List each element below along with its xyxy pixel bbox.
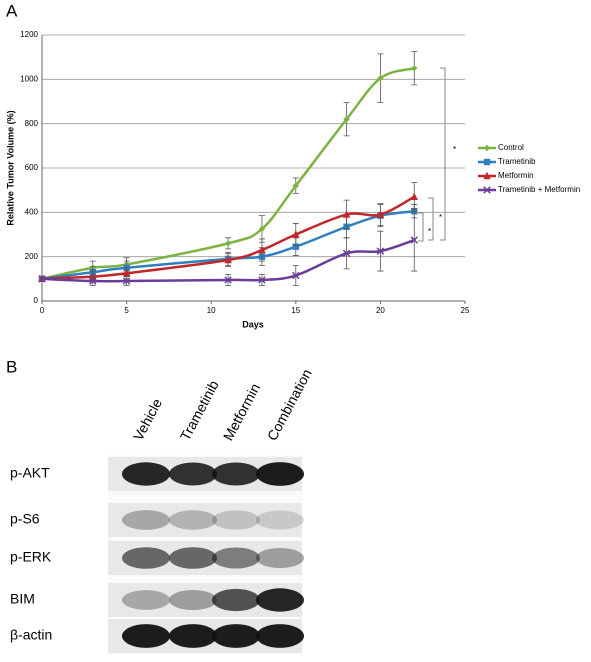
marker (483, 158, 491, 166)
blot-band (122, 624, 170, 648)
annotation: * (428, 227, 431, 236)
marker (343, 116, 350, 123)
blot-band (256, 547, 304, 569)
x-tick-label: 25 (461, 306, 470, 315)
marker (410, 192, 418, 201)
marker (292, 271, 300, 280)
blot-band (122, 462, 170, 486)
marker (483, 186, 491, 194)
marker (292, 230, 300, 238)
y-tick-label: 0 (34, 296, 39, 305)
marker (483, 144, 491, 152)
y-tick-label: 400 (25, 207, 39, 216)
blot-column-label: Combination (264, 366, 315, 443)
x-tick-label: 20 (376, 306, 385, 315)
marker (376, 210, 385, 218)
x-tick-label: 10 (207, 306, 216, 315)
marker (122, 269, 131, 277)
legend-label: Control (498, 143, 524, 152)
panel-label: A (6, 1, 18, 20)
x-tick-label: 15 (291, 306, 300, 315)
x-axis-title: Days (242, 319, 264, 329)
x-tick-label: 5 (124, 306, 129, 315)
blot-band (122, 510, 170, 530)
y-tick-label: 800 (25, 119, 39, 128)
marker (377, 75, 384, 82)
marker (342, 249, 351, 258)
blot-band (256, 624, 304, 648)
blot-band (212, 462, 260, 486)
annotation: * (453, 145, 456, 154)
blot-strip (108, 503, 302, 537)
marker (410, 236, 418, 244)
blot-band (212, 588, 260, 612)
blot-row-label: p-S6 (10, 511, 40, 527)
blot-band (212, 510, 260, 530)
blot-row-label: p-AKT (10, 465, 50, 481)
blot-band (169, 624, 217, 648)
marker (122, 277, 131, 285)
bracket (428, 197, 434, 241)
blot-column-label: Vehicle (130, 396, 165, 444)
marker (224, 255, 232, 264)
blot-row-label: β-actin (10, 627, 52, 643)
blot-band (212, 624, 260, 648)
bracket (440, 67, 446, 241)
blot-band (122, 547, 170, 569)
blot-band (256, 462, 304, 486)
y-tick-label: 1000 (20, 74, 38, 83)
blot-band (256, 510, 304, 530)
blot-row-label: p-ERK (10, 549, 52, 565)
x-tick-label: 0 (40, 306, 45, 315)
legend-label: Metformin (498, 171, 534, 180)
blot-band (169, 589, 217, 611)
panel-label: B (6, 357, 17, 376)
series-line (41, 238, 415, 283)
bracket (418, 212, 424, 242)
blot-band (212, 547, 260, 569)
marker (89, 272, 97, 280)
blot-band (169, 547, 217, 569)
blot-band (169, 510, 217, 530)
blot-row-label: BIM (10, 591, 35, 607)
marker (89, 277, 97, 285)
marker (258, 245, 266, 254)
blot-column-label: Trametinib (177, 378, 222, 444)
y-tick-label: 1200 (20, 30, 38, 39)
marker (376, 247, 385, 255)
y-axis-title: Relative Tumor Volume (%) (5, 110, 15, 225)
marker (258, 276, 266, 284)
marker (38, 275, 46, 283)
marker (411, 65, 418, 72)
marker (292, 182, 299, 189)
marker (258, 225, 266, 233)
marker (224, 276, 232, 284)
marker (342, 210, 351, 218)
marker (292, 243, 299, 250)
y-tick-label: 600 (25, 163, 39, 172)
annotation: * (439, 213, 442, 222)
legend-label: Trametinib + Metformin (498, 185, 580, 194)
marker (224, 240, 232, 247)
y-tick-label: 200 (25, 252, 39, 261)
blot-band (169, 462, 217, 486)
blot-column-label: Metformin (220, 381, 263, 443)
legend-label: Trametinib (498, 157, 536, 166)
blot-band (122, 590, 170, 610)
significance-brackets (418, 67, 446, 242)
marker (483, 171, 491, 180)
blot-band (256, 588, 304, 612)
